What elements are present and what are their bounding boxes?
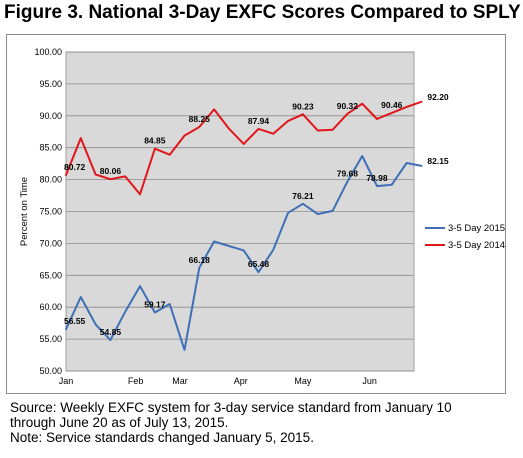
y-tick-label: 60.00 — [39, 302, 62, 312]
y-tick-label: 85.00 — [39, 143, 62, 153]
figure-title: Figure 3. National 3-Day EXFC Scores Com… — [4, 2, 521, 23]
data-label: 59.17 — [144, 299, 166, 309]
chart-frame: 50.00 55.00 60.00 65.00 70.00 75.00 80.00 85.00… — [6, 34, 506, 394]
data-label: 84.85 — [144, 136, 166, 146]
data-label: 87.94 — [248, 116, 270, 126]
series-line-2014 — [65, 100, 423, 196]
x-tick-label: May — [294, 376, 312, 386]
source-line-1: Source: Weekly EXFC system for 3-day ser… — [10, 400, 452, 415]
data-label: 54.85 — [100, 327, 122, 337]
data-label: 90.32 — [337, 101, 359, 111]
x-tick-label: Jun — [362, 376, 377, 386]
data-label: 76.21 — [292, 191, 314, 201]
series-line-2015 — [65, 155, 423, 351]
source-note: Source: Weekly EXFC system for 3-day ser… — [10, 400, 515, 445]
data-label: 79.68 — [337, 169, 359, 179]
data-label: 66.18 — [189, 255, 211, 265]
y-tick-label: 80.00 — [39, 175, 62, 185]
x-tick-label: Mar — [172, 376, 188, 386]
data-label: 78.98 — [366, 173, 388, 183]
data-label: 56.55 — [64, 316, 86, 326]
y-tick-label: 95.00 — [39, 79, 62, 89]
y-tick-label: 100.00 — [34, 47, 62, 57]
legend-label: 3-5 Day 2015 — [448, 223, 505, 234]
x-tick-label: Feb — [128, 376, 144, 386]
y-tick-label: 50.00 — [39, 366, 62, 376]
y-tick-label: 90.00 — [39, 111, 62, 121]
data-label: 88.25 — [189, 114, 211, 124]
x-tick-label: Apr — [234, 376, 248, 386]
y-axis-label: Percent on Time — [19, 177, 30, 246]
source-line-2: through June 20 as of July 13, 2015. — [10, 415, 229, 430]
y-tick-label: 55.00 — [39, 334, 62, 344]
y-tick-label: 75.00 — [39, 207, 62, 217]
data-label: 80.72 — [64, 162, 86, 172]
data-label: 80.06 — [100, 166, 122, 176]
y-tick-label: 65.00 — [39, 270, 62, 280]
data-label: 92.20 — [427, 92, 449, 102]
data-label: 82.15 — [427, 156, 449, 166]
source-line-3: Note: Service standards changed January … — [10, 430, 314, 445]
legend-label: 3-5 Day 2014 — [448, 240, 505, 251]
data-label: 65.48 — [248, 259, 270, 269]
line-chart: 50.00 55.00 60.00 65.00 70.00 75.00 80.00 85.00… — [19, 47, 505, 386]
y-tick-label: 70.00 — [39, 238, 62, 248]
data-label: 90.23 — [292, 101, 314, 111]
data-label: 90.46 — [381, 100, 403, 110]
x-tick-label: Jan — [59, 376, 74, 386]
